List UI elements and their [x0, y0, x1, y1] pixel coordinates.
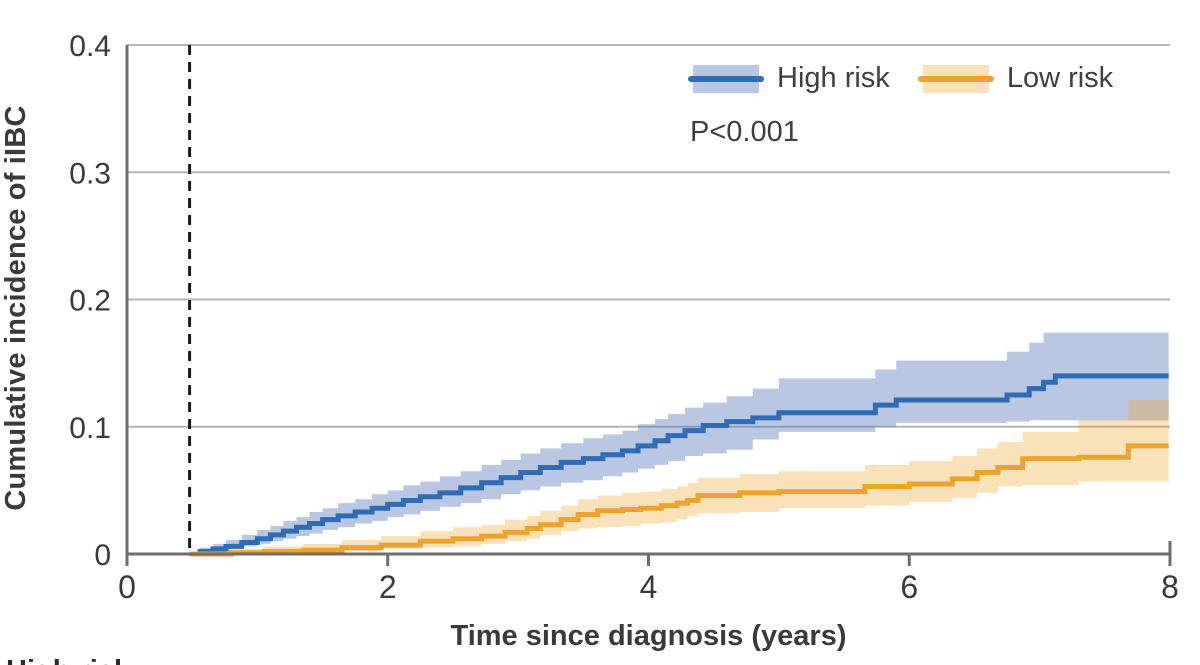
y-tick-labels: 0 0.1 0.2 0.3 0.4: [69, 30, 111, 572]
legend-entry-high-risk: High risk: [688, 62, 890, 95]
cropped-risk-table-label: High risk: [6, 655, 130, 665]
high-risk-curve: [189, 373, 1169, 557]
svg-text:8: 8: [1161, 569, 1179, 605]
svg-text:0: 0: [94, 539, 111, 572]
axes: [125, 45, 1172, 566]
low-risk-swatch-icon: [917, 64, 994, 93]
gridlines: [127, 44, 1170, 428]
survival-curves: [189, 373, 1169, 557]
high-risk-swatch-icon: [688, 64, 764, 93]
svg-text:0: 0: [118, 569, 136, 605]
svg-text:0.1: 0.1: [69, 412, 111, 445]
legend-label-low-risk: Low risk: [1006, 62, 1114, 94]
svg-text:6: 6: [900, 569, 918, 605]
legend-label-high-risk: High risk: [777, 62, 890, 94]
svg-text:4: 4: [640, 569, 658, 605]
svg-text:0.2: 0.2: [69, 285, 111, 318]
legend-entry-low-risk: Low risk: [917, 62, 1114, 95]
svg-text:0.4: 0.4: [69, 30, 111, 63]
low-risk-curve: [189, 443, 1169, 557]
x-axis-title: Time since diagnosis (years): [450, 620, 847, 652]
svg-text:0.3: 0.3: [69, 157, 111, 190]
x-tick-labels: 0 2 4 6 8: [118, 569, 1179, 605]
svg-text:2: 2: [379, 569, 397, 605]
p-value-annotation: P<0.001: [690, 116, 799, 148]
y-axis-title: Cumulative incidence of iIBC: [0, 105, 32, 511]
legend: High risk Low risk: [688, 62, 1113, 95]
